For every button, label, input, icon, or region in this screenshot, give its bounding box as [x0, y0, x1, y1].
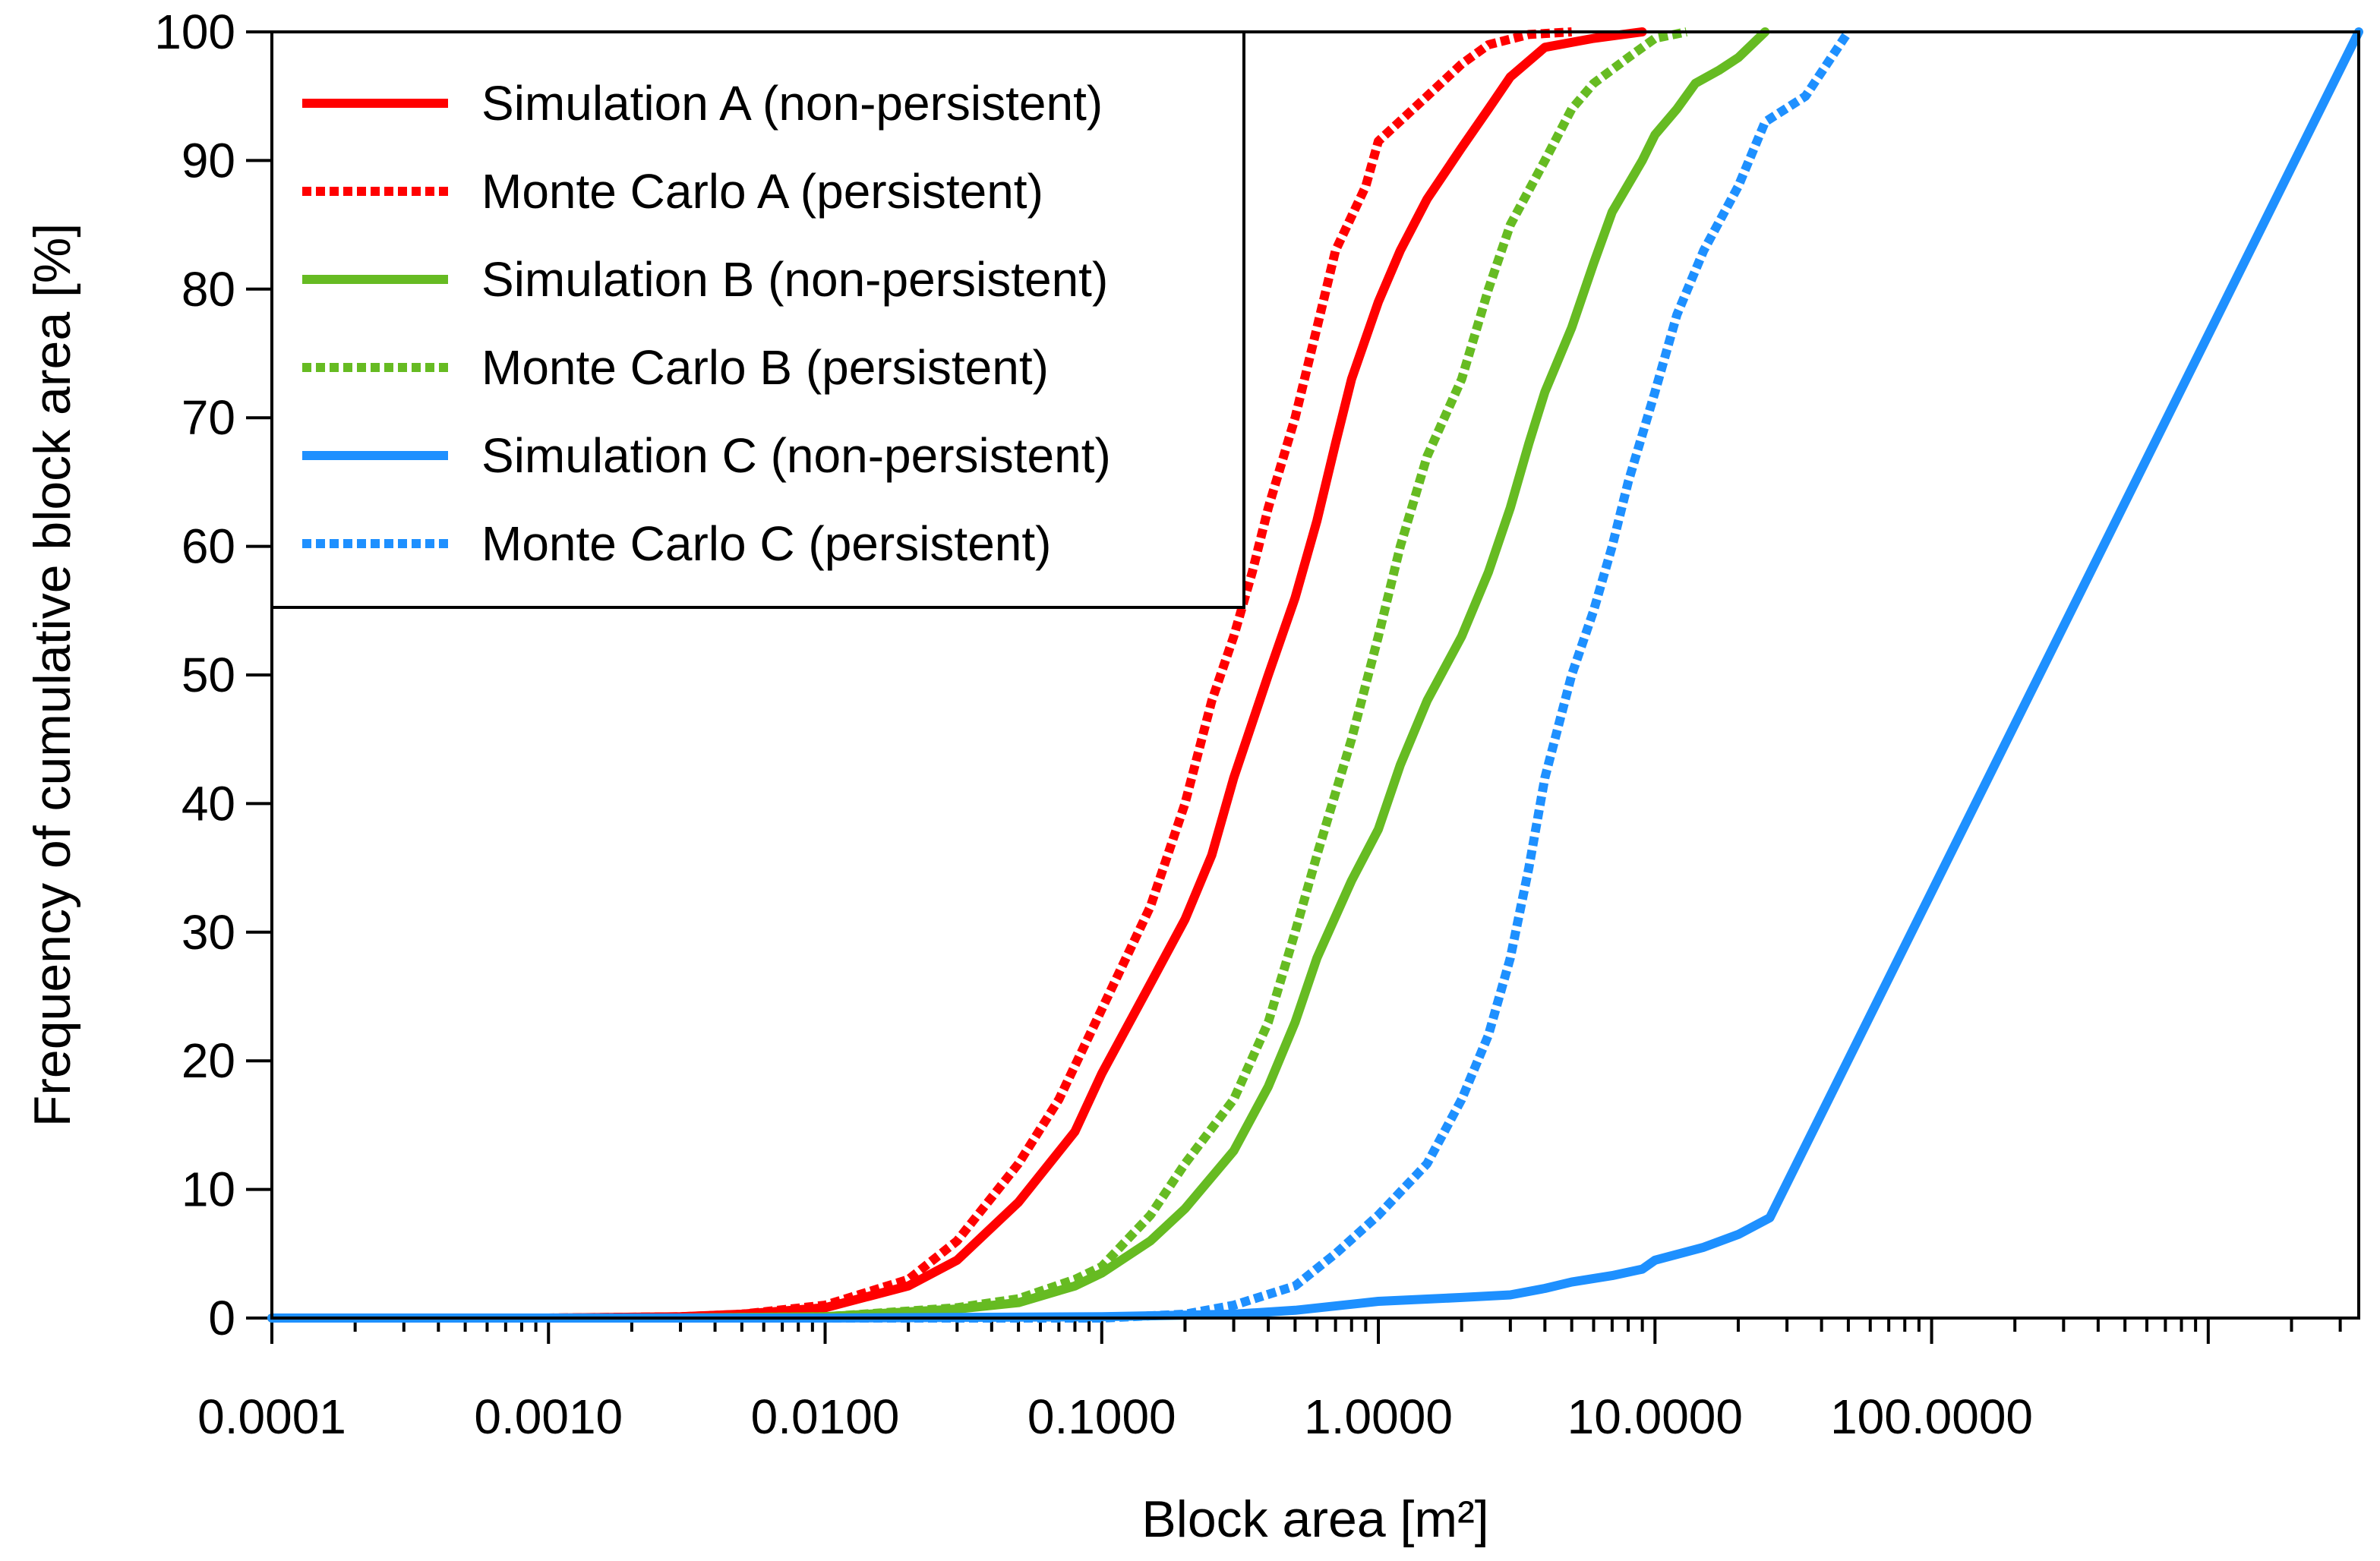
y-tick-label: 20 — [181, 1033, 235, 1088]
x-tick-label: 0.0100 — [751, 1389, 900, 1444]
x-tick-label: 100.0000 — [1830, 1389, 2033, 1444]
legend-label: Simulation C (non-persistent) — [481, 428, 1111, 483]
x-tick-label: 0.1000 — [1027, 1389, 1176, 1444]
series-line — [267, 27, 1770, 1323]
y-axis: 0 10 20 30 40 50 60 70 80 90 100 — [154, 5, 272, 1345]
x-tick-label: 10.0000 — [1567, 1389, 1743, 1444]
y-tick-label: 70 — [181, 390, 235, 445]
plot-frame — [270, 30, 2360, 1320]
x-tick-label: 0.0001 — [197, 1389, 346, 1444]
y-tick-label: 90 — [181, 133, 235, 188]
x-axis: 0.0001 0.0010 0.0100 0.1000 1.0000 10.0000 100… — [197, 1318, 2342, 1444]
y-tick-label: 40 — [181, 776, 235, 831]
legend-label: Monte Carlo A (persistent) — [481, 164, 1043, 219]
y-tick-label: 100 — [154, 5, 235, 59]
series-line — [272, 29, 1852, 1323]
y-tick-label: 30 — [181, 905, 235, 960]
y-axis-title: Frequency of cumulative block area [%] — [24, 223, 81, 1127]
legend-label: Monte Carlo C (persistent) — [481, 516, 1051, 571]
plot-area — [267, 27, 2363, 1323]
series-line — [272, 27, 1688, 1323]
legend-box — [270, 30, 1245, 609]
legend-label: Simulation B (non-persistent) — [481, 252, 1108, 307]
y-tick-label: 0 — [208, 1291, 235, 1345]
y-tick-label: 80 — [181, 262, 235, 317]
y-tick-label: 60 — [181, 519, 235, 574]
x-axis-title: Block area [m²] — [1141, 1490, 1488, 1548]
series-line — [272, 27, 1572, 1323]
y-tick-label: 50 — [181, 648, 235, 702]
y-tick-label: 10 — [181, 1162, 235, 1217]
x-tick-label: 1.0000 — [1304, 1389, 1453, 1444]
legend-label: Monte Carlo B (persistent) — [481, 340, 1049, 395]
legend-label: Simulation A (non-persistent) — [481, 76, 1103, 131]
legend: Simulation A (non-persistent) Monte Carlo… — [270, 30, 1245, 609]
x-tick-label: 0.0010 — [474, 1389, 623, 1444]
